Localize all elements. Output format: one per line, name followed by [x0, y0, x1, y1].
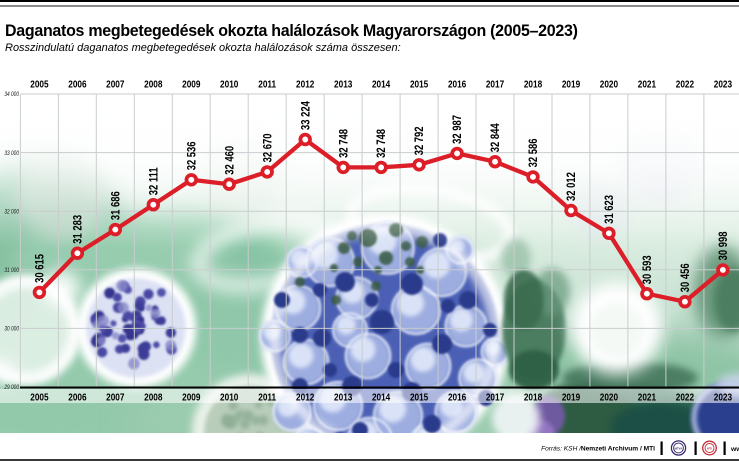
- svg-text:30 998: 30 998: [717, 232, 730, 261]
- svg-text:2018: 2018: [524, 392, 542, 403]
- svg-text:2021: 2021: [638, 79, 656, 90]
- svg-text:32 460: 32 460: [223, 146, 236, 175]
- svg-text:2023: 2023: [714, 392, 732, 403]
- svg-text:Nemzeti Archivum / MTI: Nemzeti Archivum / MTI: [581, 446, 655, 453]
- svg-text:2016: 2016: [448, 392, 466, 403]
- svg-text:2014: 2014: [372, 79, 390, 90]
- svg-text:30 593: 30 593: [641, 255, 654, 284]
- svg-text:2009: 2009: [182, 79, 200, 90]
- svg-text:32 000: 32 000: [4, 209, 19, 216]
- svg-text:31 686: 31 686: [109, 191, 122, 220]
- svg-text:2006: 2006: [68, 79, 86, 90]
- svg-text:34 000: 34 000: [4, 92, 19, 99]
- svg-text:2014: 2014: [372, 392, 390, 403]
- svg-text:32 987: 32 987: [451, 115, 464, 144]
- svg-text:32 670: 32 670: [261, 134, 274, 163]
- svg-text:2018: 2018: [524, 79, 542, 90]
- svg-text:2017: 2017: [486, 79, 504, 90]
- svg-text:33 000: 33 000: [4, 150, 19, 157]
- svg-text:2015: 2015: [410, 392, 428, 403]
- svg-text:32 111: 32 111: [147, 167, 160, 195]
- svg-text:2022: 2022: [676, 392, 694, 403]
- svg-text:32 844: 32 844: [489, 123, 502, 152]
- svg-text:32 792: 32 792: [413, 126, 426, 155]
- svg-text:MTI: MTI: [707, 446, 712, 450]
- svg-text:31 000: 31 000: [4, 268, 19, 275]
- svg-text:2005: 2005: [30, 392, 48, 403]
- svg-text:2005: 2005: [30, 79, 48, 90]
- svg-text:29 000: 29 000: [3, 385, 19, 392]
- svg-text:2009: 2009: [182, 392, 200, 403]
- svg-text:2012: 2012: [296, 392, 314, 403]
- svg-text:Forrás: KSH /: Forrás: KSH /: [541, 446, 582, 453]
- svg-text:2017: 2017: [486, 392, 504, 403]
- svg-text:31 283: 31 283: [72, 215, 85, 244]
- svg-text:2010: 2010: [220, 392, 238, 403]
- svg-text:30 000: 30 000: [4, 326, 19, 333]
- svg-text:32 748: 32 748: [375, 129, 388, 158]
- svg-text:2013: 2013: [334, 79, 352, 90]
- svg-text:2010: 2010: [220, 79, 238, 90]
- svg-text:32 586: 32 586: [527, 139, 540, 168]
- svg-text:MTVA: MTVA: [675, 446, 683, 450]
- svg-text:2008: 2008: [144, 79, 162, 90]
- svg-text:2012: 2012: [296, 79, 314, 90]
- svg-text:2023: 2023: [714, 79, 732, 90]
- svg-text:2008: 2008: [144, 392, 162, 403]
- svg-text:2011: 2011: [258, 79, 276, 90]
- svg-text:2020: 2020: [600, 79, 618, 90]
- svg-text:2022: 2022: [676, 79, 694, 90]
- svg-text:2015: 2015: [410, 79, 428, 90]
- svg-text:32 536: 32 536: [185, 141, 198, 170]
- svg-text:2007: 2007: [106, 392, 124, 403]
- svg-text:2011: 2011: [258, 392, 276, 403]
- svg-text:2021: 2021: [638, 392, 656, 403]
- svg-text:32 748: 32 748: [337, 129, 350, 158]
- svg-text:2020: 2020: [600, 392, 618, 403]
- svg-text:2013: 2013: [334, 392, 352, 403]
- svg-text:2016: 2016: [448, 79, 466, 90]
- svg-text:2006: 2006: [68, 392, 86, 403]
- svg-text:32 012: 32 012: [565, 172, 578, 201]
- svg-text:ww: ww: [730, 446, 739, 453]
- svg-text:2007: 2007: [106, 79, 124, 90]
- svg-text:31 623: 31 623: [603, 195, 616, 224]
- svg-text:30 615: 30 615: [34, 254, 47, 283]
- svg-text:30 456: 30 456: [679, 263, 692, 292]
- svg-text:2019: 2019: [562, 79, 580, 90]
- svg-text:2019: 2019: [562, 392, 580, 403]
- svg-text:33 224: 33 224: [299, 101, 312, 130]
